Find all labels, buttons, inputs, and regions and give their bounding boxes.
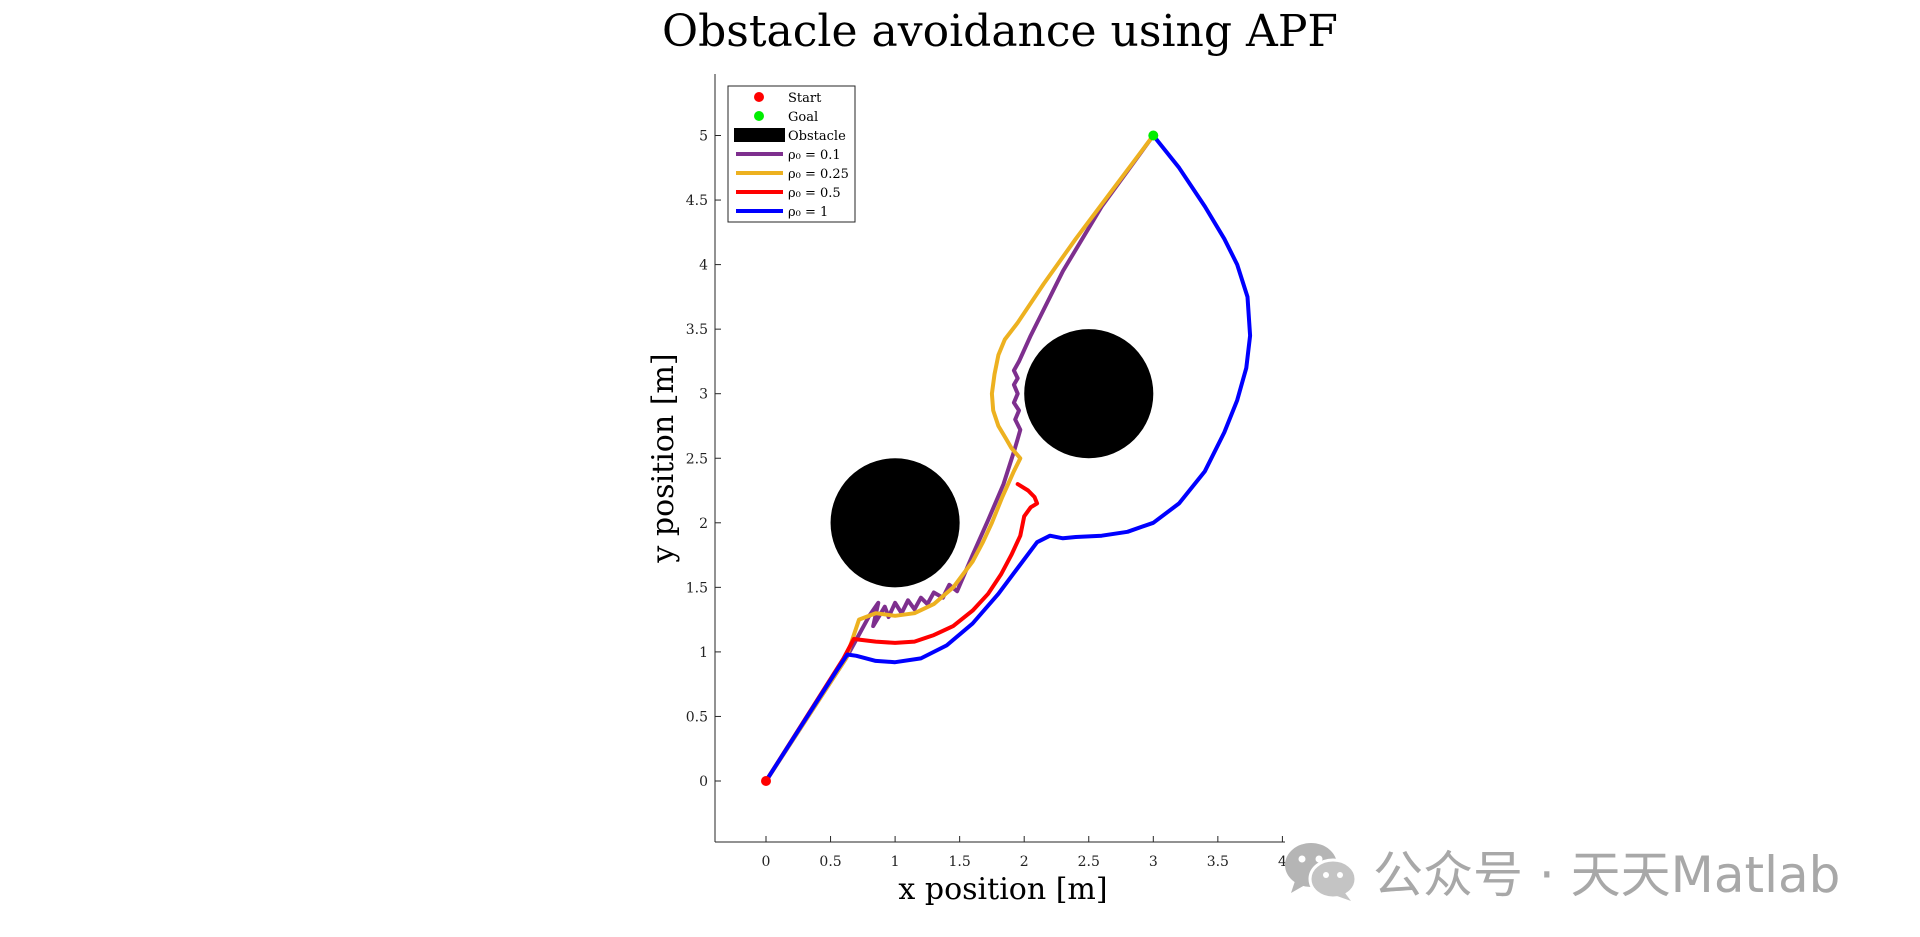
y-tick-label: 3 — [699, 387, 708, 403]
legend-label: Obstacle — [788, 129, 846, 144]
watermark-text: 公众号 · 天天Matlab — [1373, 846, 1841, 904]
y-tick-label: 4 — [699, 258, 708, 274]
y-tick-label: 4.5 — [686, 193, 708, 209]
y-tick-label: 2.5 — [686, 451, 708, 467]
series-lines — [764, 133, 1253, 783]
watermark: 公众号 · 天天Matlab — [1283, 836, 1840, 906]
legend-label: ρ₀ = 1 — [788, 205, 828, 220]
x-tick-label: 4 — [1278, 854, 1287, 870]
goal-marker — [1148, 130, 1159, 141]
x-tick-label: 1 — [891, 854, 900, 870]
series-line-3 — [764, 482, 1040, 783]
y-tick-label: 1 — [699, 645, 708, 661]
x-tick-label: 0 — [762, 854, 771, 870]
legend-label: ρ₀ = 0.25 — [788, 167, 849, 182]
y-tick-label: 1.5 — [686, 580, 708, 596]
legend-swatch-box — [734, 128, 785, 142]
plot-area: 0 0.5 1 1.5 2 2.5 3 3.5 4 0 0.5 1 1.5 2 2.5 3 3.5 4 4.5 5 — [686, 74, 1287, 870]
legend-label: Start — [788, 91, 822, 106]
legend-label: ρ₀ = 0.1 — [788, 148, 841, 163]
x-tick-label: 0.5 — [819, 854, 841, 870]
y-tick-label: 2 — [699, 516, 708, 532]
legend: Start Goal Obstacle ρ₀ = 0.1 ρ₀ = 0.25 ρ₀ = 0… — [727, 85, 856, 223]
x-tick-label: 1.5 — [949, 854, 971, 870]
y-tick-label: 5 — [699, 129, 708, 145]
legend-label: Goal — [788, 110, 818, 125]
chart-title: Obstacle avoidance using APF — [662, 6, 1338, 57]
y-tick-label: 0 — [699, 774, 708, 790]
x-tick-label: 2.5 — [1078, 854, 1100, 870]
y-axis-label: y position [m] — [646, 353, 681, 563]
x-tick-label: 3 — [1149, 854, 1158, 870]
x-axis-label: x position [m] — [898, 872, 1107, 907]
legend-label: ρ₀ = 0.5 — [788, 186, 841, 201]
y-tick-label: 0.5 — [686, 709, 708, 725]
wechat-icon — [1283, 839, 1359, 903]
y-tick-label: 3.5 — [686, 322, 708, 338]
markers — [761, 130, 1159, 786]
x-ticks: 0 0.5 1 1.5 2 2.5 3 3.5 4 — [762, 836, 1287, 870]
y-ticks: 0 0.5 1 1.5 2 2.5 3 3.5 4 4.5 5 — [686, 129, 721, 790]
start-marker — [761, 776, 771, 786]
obstacles — [830, 329, 1154, 588]
series-line-1 — [764, 133, 1156, 783]
legend-swatch-dot — [754, 111, 764, 121]
legend-items: Start Goal Obstacle ρ₀ = 0.1 ρ₀ = 0.25 ρ₀ = 0… — [734, 91, 849, 220]
series-line-2 — [764, 133, 1156, 783]
obstacle-1 — [830, 458, 960, 588]
legend-swatch-dot — [754, 92, 764, 102]
series-line-4 — [764, 133, 1253, 783]
x-tick-label: 3.5 — [1207, 854, 1229, 870]
obstacle-2 — [1024, 329, 1154, 459]
x-tick-label: 2 — [1020, 854, 1029, 870]
